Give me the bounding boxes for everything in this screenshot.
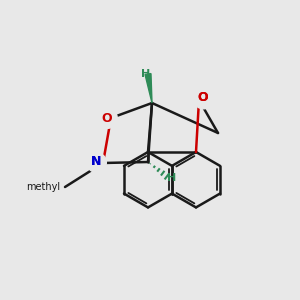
Text: methyl: methyl [26, 182, 61, 192]
Text: H: H [141, 69, 150, 79]
Text: N: N [91, 155, 102, 168]
Point [200, 95, 205, 100]
Text: H: H [167, 173, 177, 183]
Text: O: O [197, 91, 208, 104]
Point [94, 159, 99, 164]
Text: N: N [91, 155, 102, 168]
Point [104, 116, 109, 120]
Text: O: O [101, 112, 112, 124]
Text: O: O [197, 91, 208, 104]
Polygon shape [145, 74, 152, 103]
